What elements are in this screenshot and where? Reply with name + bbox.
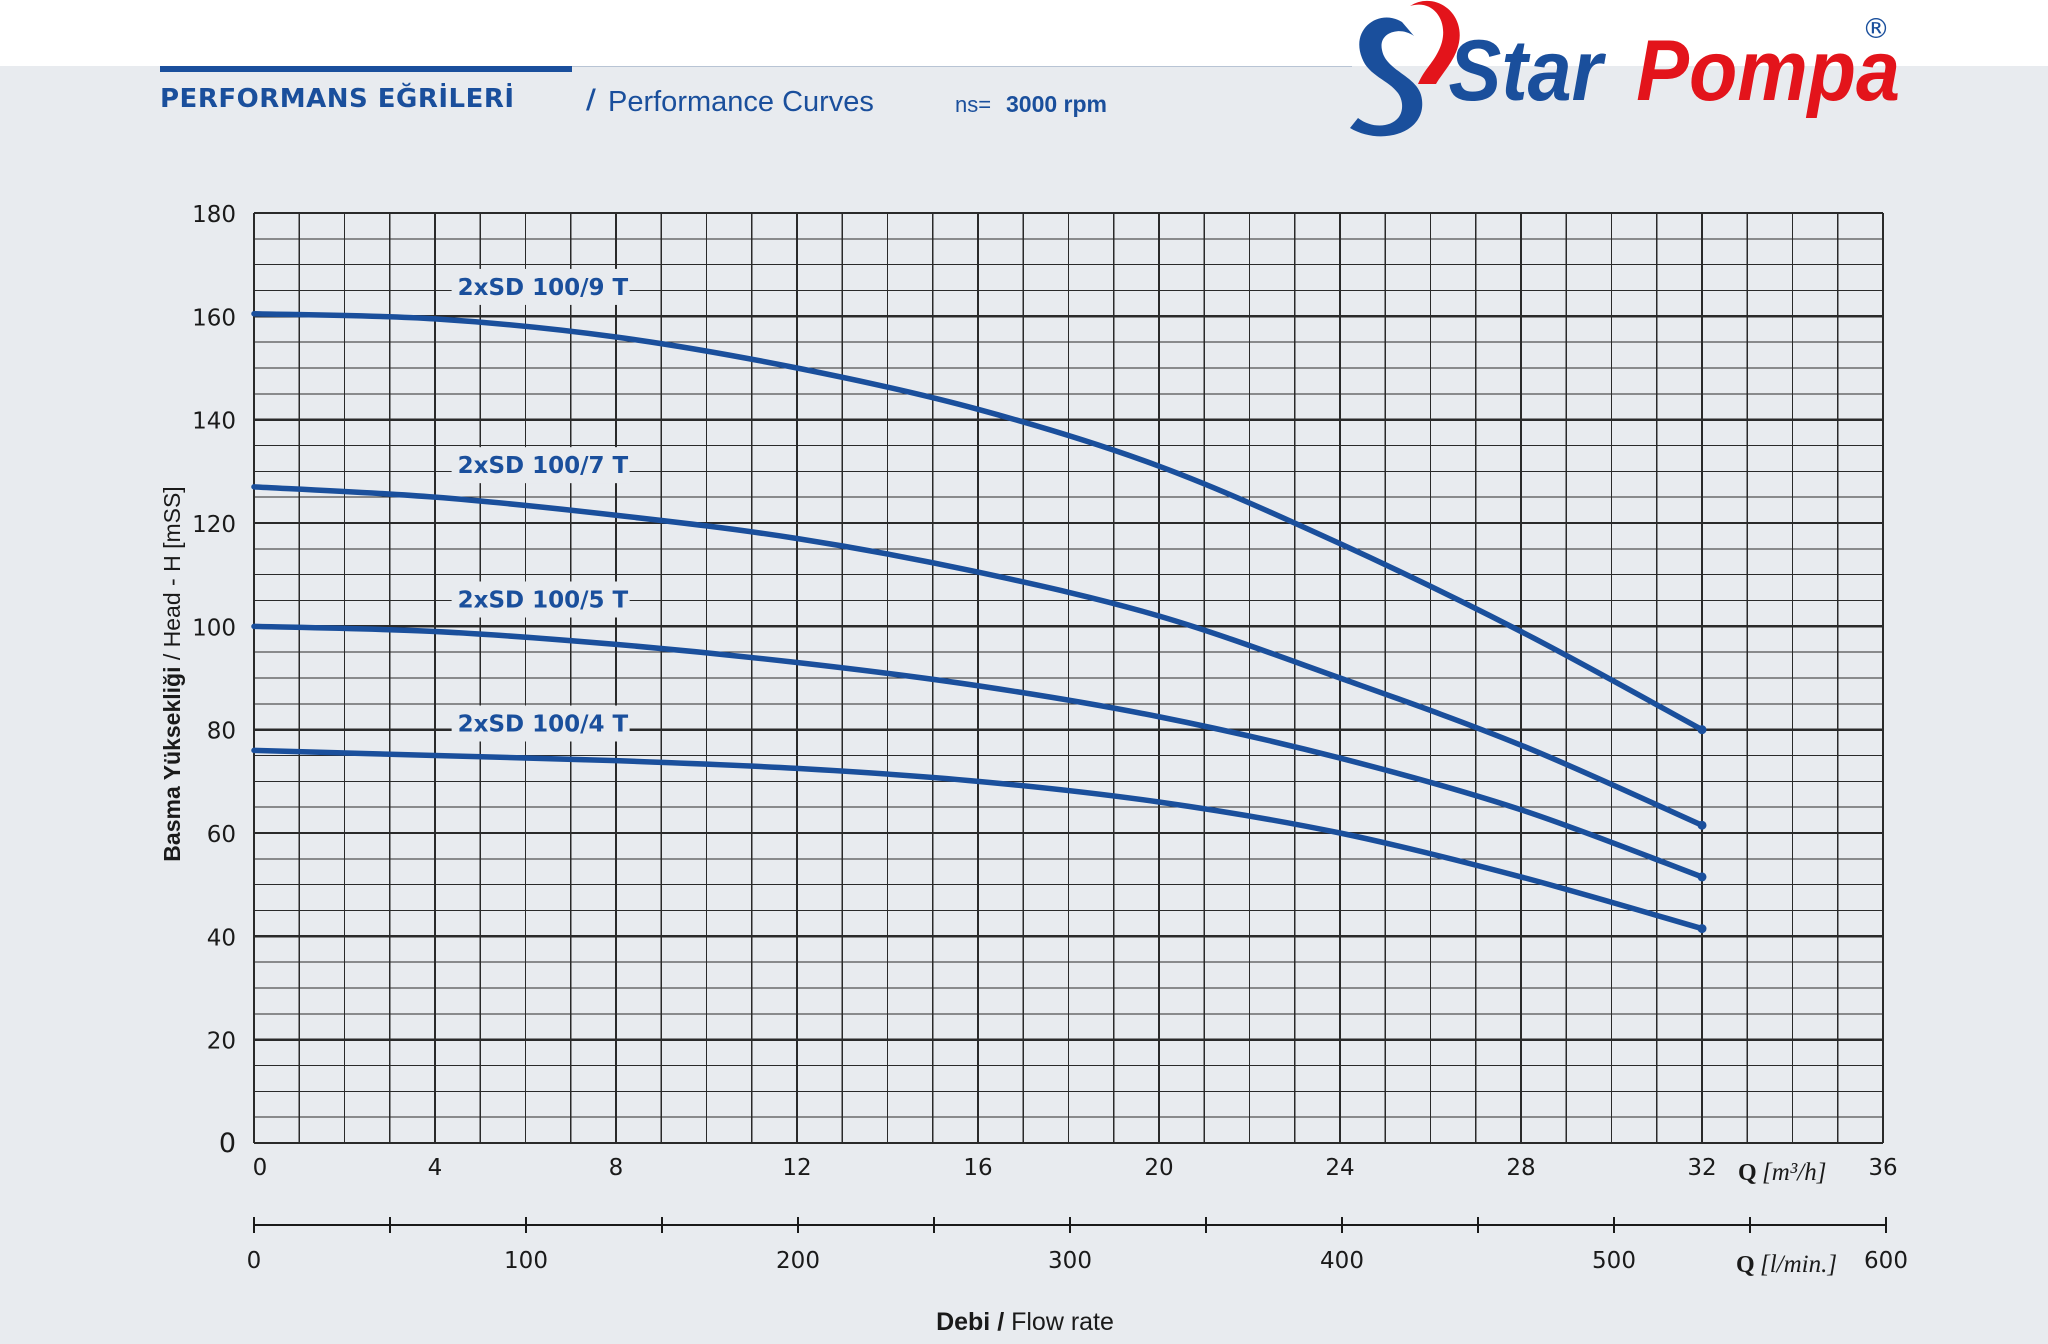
top-white-band: [0, 0, 2048, 66]
series-label-bg: [451, 268, 630, 305]
series-end-point: [1697, 924, 1707, 934]
series-label: 2xSD 100/4 T: [458, 712, 629, 738]
series-line: [251, 484, 1705, 828]
x-tick-label: 4: [428, 1155, 443, 1181]
x-tick-label: 24: [1325, 1155, 1354, 1181]
page-title-turkish: PERFORMANS EĞRİLERİ: [160, 84, 515, 114]
x-tick-label: 16: [963, 1155, 992, 1181]
header-divider-line: [572, 66, 1352, 67]
y-tick-label: 120: [192, 512, 236, 538]
y-tick-label: 180: [192, 202, 236, 228]
header-accent-line: [160, 66, 572, 72]
series-end-point: [1697, 820, 1707, 830]
x2-unit-q: Q: [1736, 1252, 1755, 1278]
series-line: [251, 623, 1705, 880]
x2-tick-label: 400: [1320, 1248, 1364, 1274]
page-title-english: Performance Curves: [608, 86, 874, 118]
y-tick-label: 140: [192, 409, 236, 435]
series-label: 2xSD 100/5 T: [458, 588, 629, 614]
x-unit-m3h: [m³/h]: [1762, 1159, 1826, 1186]
x-axis-title-bold: Debi /: [936, 1308, 1004, 1336]
brand-logo: Star Pompa ®: [1350, 0, 1900, 137]
x2-tick-label: 200: [776, 1248, 820, 1274]
x2-tick-label: 100: [504, 1248, 548, 1274]
x-tick-label: 36: [1868, 1155, 1897, 1181]
x2-tick-label: 500: [1592, 1248, 1636, 1274]
x-axis-ticks: 0 4 8 12 16 20 24 28 32 36: [253, 1155, 1898, 1181]
series-end-point: [1697, 872, 1707, 882]
x2-tick-label: 600: [1864, 1248, 1908, 1274]
series-label-bg: [451, 581, 630, 618]
logo-text-pompa: Pompa: [1636, 22, 1900, 119]
speed-value: 3000 rpm: [1006, 91, 1108, 117]
y-tick-label: 60: [207, 822, 236, 848]
x-axis-title: Debi / Flow rate: [936, 1308, 1114, 1336]
y-tick-label: 20: [207, 1029, 236, 1055]
y-axis-title-bold: Basma Yüksekliği: [159, 667, 185, 862]
x-tick-label: 28: [1506, 1155, 1535, 1181]
chart-grid-minor: [254, 213, 1883, 1143]
y-axis-title-rest: / Head - H [mSS]: [159, 486, 185, 666]
page-title-separator: /: [586, 84, 596, 115]
speed-label: ns=: [955, 92, 992, 117]
x2-unit-lmin: [l/min.]: [1760, 1251, 1837, 1278]
series-label-bg: [451, 447, 630, 484]
logo-mark-icon: [1350, 0, 1460, 137]
x2-tick-label: 0: [247, 1248, 262, 1274]
series-end-point: [1697, 725, 1707, 735]
x-tick-label: 0: [253, 1155, 268, 1181]
series-lines: [251, 311, 1707, 934]
x-tick-label: 12: [782, 1155, 811, 1181]
y-tick-label: 100: [192, 615, 236, 641]
secondary-x-axis: 0 100 200 300 400 500 600: [247, 1217, 1908, 1274]
y-tick-label: 0: [219, 1128, 236, 1159]
y-tick-label: 40: [207, 925, 236, 951]
x-tick-label: 32: [1687, 1155, 1716, 1181]
y-tick-label: 80: [207, 719, 236, 745]
y-axis-title: Basma Yüksekliği / Head - H [mSS]: [159, 486, 185, 861]
x-unit-q: Q: [1738, 1160, 1757, 1186]
y-axis-ticks: 0 20 40 60 80 100 120 140 160 180: [192, 202, 236, 1159]
series-label: 2xSD 100/9 T: [458, 275, 629, 301]
x2-tick-label: 300: [1048, 1248, 1092, 1274]
y-tick-label: 160: [192, 305, 236, 331]
x-axis-title-rest: Flow rate: [1004, 1308, 1114, 1336]
registered-mark: ®: [1862, 12, 1890, 45]
series-labels: 2xSD 100/9 T 2xSD 100/7 T 2xSD 100/5 T 2xSD…: [451, 268, 630, 742]
series-line: [251, 311, 1705, 733]
logo-text-star: Star: [1449, 22, 1607, 119]
series-label: 2xSD 100/7 T: [458, 453, 629, 479]
series-label-bg: [451, 705, 630, 742]
x-tick-label: 8: [609, 1155, 624, 1181]
x-tick-label: 20: [1144, 1155, 1173, 1181]
series-line: [251, 747, 1705, 932]
